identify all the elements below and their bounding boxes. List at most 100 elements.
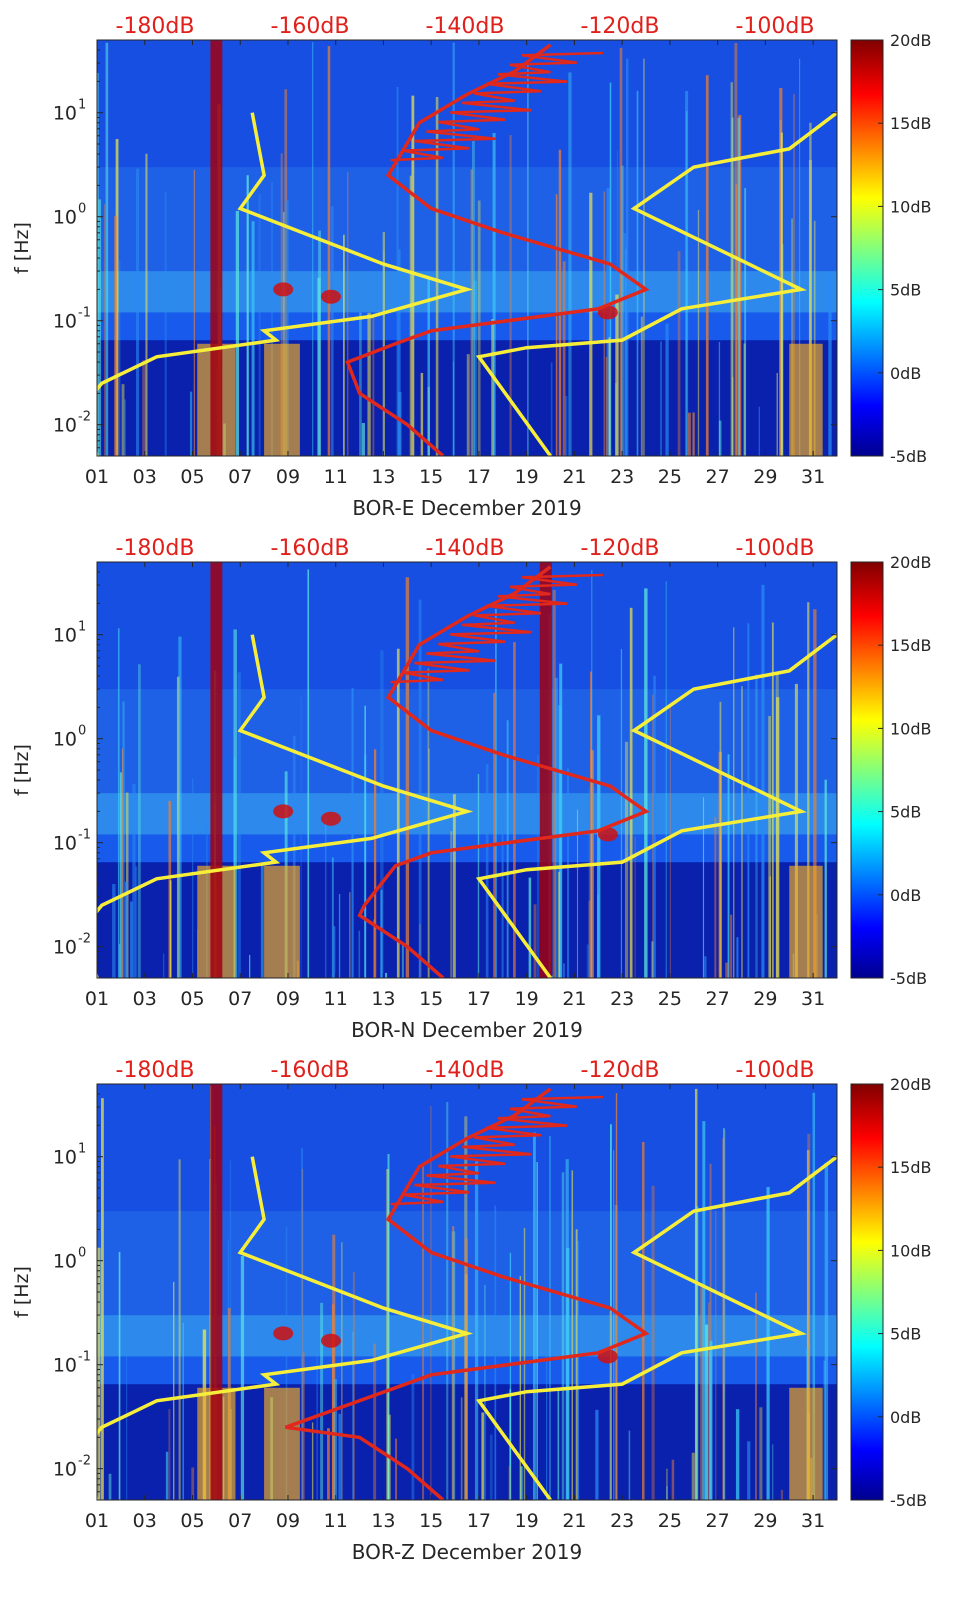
colorbar-ticks: 20dB 15dB 10dB 5dB 0dB -5dB xyxy=(878,31,932,466)
streak xyxy=(396,648,400,978)
streak xyxy=(731,117,734,456)
streak xyxy=(615,1093,618,1500)
streak xyxy=(176,676,180,978)
streak xyxy=(311,1422,314,1500)
streak xyxy=(669,702,671,978)
spectral-band xyxy=(97,271,837,313)
streak xyxy=(387,1153,390,1500)
streak xyxy=(121,748,123,978)
streak xyxy=(168,1409,171,1500)
streak xyxy=(550,362,553,456)
streak xyxy=(428,748,430,978)
streak xyxy=(347,171,349,456)
streak xyxy=(620,649,623,978)
streak xyxy=(651,941,654,978)
streak xyxy=(519,1276,521,1500)
streak xyxy=(509,1252,512,1500)
streak xyxy=(776,372,778,456)
streak xyxy=(793,94,795,456)
streak xyxy=(769,876,771,978)
streak xyxy=(824,779,827,978)
streak xyxy=(121,384,125,456)
streak xyxy=(395,1438,398,1500)
streak xyxy=(709,1163,712,1500)
streak xyxy=(98,199,102,456)
panel-bor-z: -180dB -160dB -140dB -120dB -100dB 01 03 0… xyxy=(11,1058,932,1564)
streak xyxy=(364,754,367,978)
streak xyxy=(642,1141,645,1500)
hot-spot xyxy=(597,827,618,842)
streak xyxy=(178,1159,181,1500)
streak xyxy=(501,809,504,978)
y-tick-label: 10 xyxy=(53,625,77,647)
streak xyxy=(508,1466,511,1500)
streak xyxy=(568,72,572,456)
streak xyxy=(300,1147,303,1500)
colorbar-ticks: 20dB 15dB 10dB 5dB 0dB -5dB xyxy=(878,553,932,988)
noise-model-curve-right xyxy=(475,633,837,978)
streak xyxy=(806,1150,810,1500)
streak xyxy=(755,674,758,978)
streak xyxy=(485,764,489,978)
top-label: -120dB xyxy=(581,14,660,39)
y-tick-label: 10 xyxy=(53,1459,77,1481)
top-label: -140dB xyxy=(426,14,505,39)
streak xyxy=(691,1452,695,1500)
streak xyxy=(312,42,314,456)
streak xyxy=(307,569,310,978)
streak xyxy=(589,671,592,978)
streak xyxy=(380,650,384,978)
spectral-band xyxy=(97,793,837,835)
streak xyxy=(349,892,351,978)
streak xyxy=(776,697,780,978)
streak xyxy=(653,675,656,978)
y-tick-exponent: 1 xyxy=(78,1142,86,1157)
streak xyxy=(744,188,747,456)
streak xyxy=(725,962,729,978)
x-tick-label: 13 xyxy=(371,1510,395,1532)
colorbar-tick-label: 10dB xyxy=(890,719,932,738)
streak xyxy=(495,608,497,978)
streak xyxy=(705,1324,709,1500)
x-tick-label: 07 xyxy=(228,466,252,488)
streak xyxy=(372,316,375,456)
top-label: -180dB xyxy=(116,14,195,39)
x-tick-label: 21 xyxy=(562,988,586,1010)
streak xyxy=(623,233,627,456)
colorbar-tick-label: 15dB xyxy=(890,114,932,133)
streak xyxy=(249,954,251,978)
hot-spot xyxy=(273,1326,294,1341)
streak xyxy=(427,276,430,456)
panel-bor-n: -180dB -160dB -140dB -120dB -100dB 01 03 0… xyxy=(11,536,932,1042)
streak xyxy=(117,628,120,978)
y-tick-label: 10 xyxy=(53,415,77,437)
x-tick-label: 23 xyxy=(610,1510,634,1532)
colorbar xyxy=(850,39,884,457)
streak xyxy=(192,778,194,978)
colorbar xyxy=(850,1083,884,1501)
streak xyxy=(338,894,341,978)
streak xyxy=(759,1407,763,1500)
streak xyxy=(119,772,122,978)
top-label: -160dB xyxy=(271,14,350,39)
streak xyxy=(327,46,331,456)
x-tick-label: 03 xyxy=(133,466,157,488)
streak xyxy=(422,1165,425,1500)
streak xyxy=(546,1331,548,1500)
top-label: -120dB xyxy=(581,536,660,561)
streak xyxy=(677,251,681,456)
streak xyxy=(481,1412,484,1500)
heatmap-marks xyxy=(97,40,837,456)
streak xyxy=(112,884,116,978)
streak xyxy=(240,1256,245,1500)
streak xyxy=(126,1320,128,1500)
streak xyxy=(666,1468,668,1500)
streak xyxy=(813,609,817,978)
x-axis-label: BOR-N December 2019 xyxy=(351,1018,583,1042)
streak xyxy=(411,1373,415,1500)
streak xyxy=(124,399,126,456)
streak xyxy=(665,323,669,456)
y-tick-exponent: -1 xyxy=(78,1350,91,1365)
streak xyxy=(165,1451,169,1500)
